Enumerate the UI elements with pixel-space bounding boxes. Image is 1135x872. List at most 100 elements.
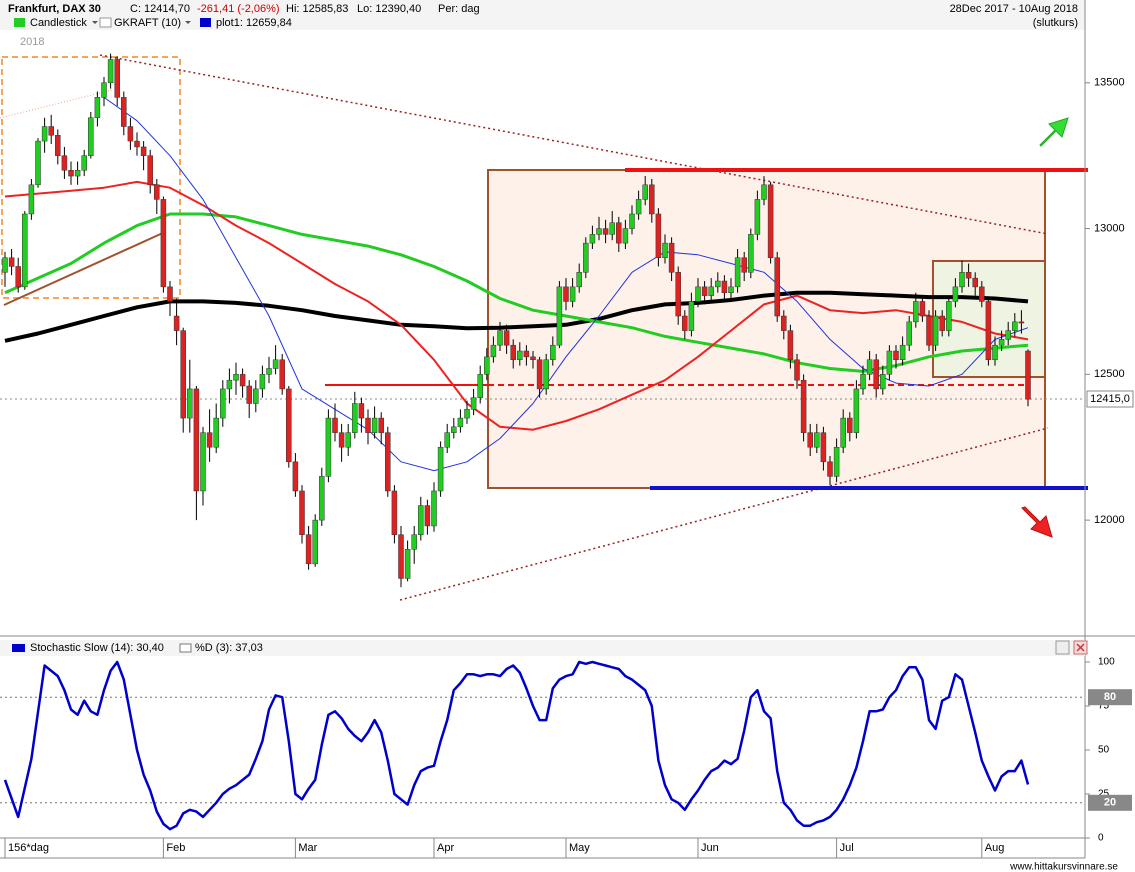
candle-body — [741, 257, 747, 273]
dropdown-icon[interactable] — [185, 21, 191, 24]
low-label: Lo: 12390,40 — [357, 3, 421, 15]
candle-body — [140, 146, 147, 156]
candle-body — [358, 403, 365, 419]
candle-body — [431, 490, 437, 527]
candle-body — [418, 505, 424, 535]
level-label: 20 — [1104, 797, 1116, 809]
candle-body — [932, 315, 939, 346]
legend-swatch — [179, 643, 192, 653]
candle-body — [807, 432, 813, 448]
candle-body — [81, 155, 87, 171]
candle-body — [563, 286, 569, 302]
candle-body — [107, 59, 114, 84]
candle-body — [35, 140, 41, 186]
candle-body — [437, 446, 444, 492]
candle-body — [470, 397, 477, 410]
candle-body — [101, 82, 107, 98]
candle-body — [701, 286, 708, 296]
candle-body — [200, 432, 206, 492]
candle-body — [979, 286, 985, 302]
plot-area — [2, 53, 1031, 588]
legend-swatch — [14, 18, 25, 27]
candle-body — [226, 379, 233, 390]
candle-body — [629, 213, 635, 229]
candle-body — [365, 417, 371, 433]
candle-body — [173, 315, 180, 331]
candle-body — [233, 374, 239, 381]
last-price-label: 12415,0 — [1090, 393, 1130, 405]
chart-title: Frankfurt, DAX 30 — [8, 3, 101, 15]
candle-body — [946, 301, 952, 331]
zoom-button[interactable] — [1055, 640, 1070, 655]
candle-body — [1018, 321, 1025, 324]
candle-body — [602, 228, 609, 235]
candle-body — [583, 242, 589, 273]
candle-body — [246, 385, 252, 404]
candle-body — [319, 476, 325, 521]
x-tick-label: Aug — [985, 842, 1005, 854]
candle-body — [371, 417, 378, 433]
candle-body — [899, 344, 906, 361]
y-tick-label: 0 — [1098, 833, 1104, 844]
candle-body — [404, 549, 411, 579]
candle-body — [55, 135, 61, 156]
candle-body — [985, 301, 992, 361]
candle-body — [886, 350, 893, 375]
header-bar — [0, 0, 1085, 30]
up-arrow — [1039, 117, 1069, 147]
price-type: (slutkurs) — [1033, 17, 1078, 29]
candle-body — [239, 374, 246, 387]
candle-body — [391, 490, 398, 535]
candle-body — [154, 184, 160, 200]
candle-body — [781, 315, 787, 331]
candle-body — [22, 213, 28, 288]
candle-body — [286, 388, 292, 463]
candle-body — [127, 126, 134, 142]
candle-body — [569, 286, 576, 302]
candle-body — [206, 432, 213, 448]
candle-body — [292, 461, 299, 492]
candle-body — [305, 534, 312, 565]
legend-swatch — [99, 17, 112, 28]
candle-body — [398, 534, 404, 579]
candle-body — [94, 97, 101, 119]
candle-body — [1012, 321, 1018, 331]
stoch-title: Stochastic Slow (14): 30,40 — [30, 642, 164, 654]
x-tick-label: May — [569, 842, 590, 854]
candle-body — [668, 242, 675, 273]
candle-body — [965, 272, 972, 279]
candle-body — [61, 155, 68, 171]
candle-body — [616, 222, 622, 244]
candle-body — [959, 272, 965, 288]
y-tick-label: 13000 — [1094, 222, 1125, 234]
candle-body — [734, 257, 741, 288]
candle-body — [213, 417, 219, 448]
indicator-line — [4, 180, 1029, 431]
candle-body — [556, 286, 563, 346]
period-label: Per: dag — [438, 3, 480, 15]
candle-body — [517, 350, 523, 361]
candle-body — [939, 315, 945, 331]
candle-body — [457, 417, 464, 428]
candle-body — [675, 272, 681, 317]
dropdown-icon[interactable] — [92, 21, 98, 24]
candle-body — [167, 286, 173, 302]
candle-body — [325, 417, 332, 477]
candle-body — [550, 344, 556, 361]
legend-label: Candlestick — [30, 17, 87, 29]
candle-body — [695, 286, 701, 302]
candle-body — [688, 301, 695, 331]
candle-body — [503, 330, 510, 346]
candle-body — [187, 388, 193, 419]
y-tick-label: 25 — [1098, 789, 1110, 800]
candle-body — [15, 266, 21, 288]
candle-body — [642, 184, 648, 200]
candle-body — [497, 330, 503, 346]
candle-body — [147, 155, 153, 186]
candle-body — [847, 417, 853, 433]
candle-body — [814, 432, 820, 448]
last-price-box — [1086, 390, 1134, 408]
candle-body — [919, 301, 926, 317]
candle-body — [820, 432, 827, 463]
candle-body — [530, 356, 536, 361]
